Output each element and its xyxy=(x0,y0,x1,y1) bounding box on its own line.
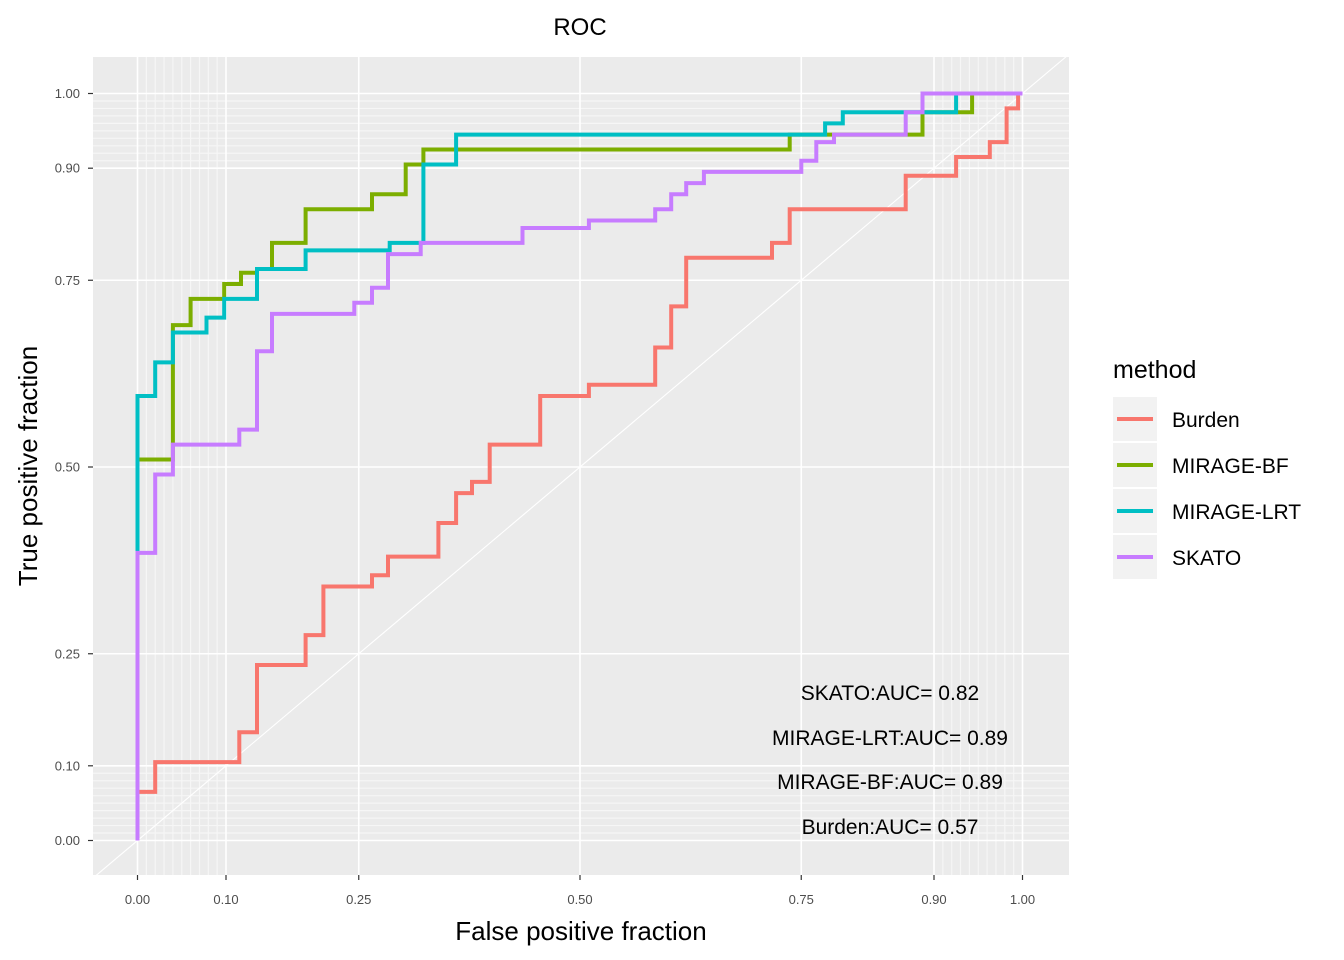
legend-title: method xyxy=(1113,356,1196,384)
y-tick-label: 0.00 xyxy=(55,833,80,848)
x-axis-title: False positive fraction xyxy=(455,916,706,946)
chart-title: ROC xyxy=(553,14,606,41)
legend-label: SKATO xyxy=(1172,547,1241,570)
y-tick-label: 0.90 xyxy=(55,161,80,176)
y-tick-label: 0.75 xyxy=(55,273,80,288)
y-tick-label: 0.25 xyxy=(55,646,80,661)
auc-annotations: SKATO:AUC= 0.82 MIRAGE-LRT:AUC= 0.89 MIRAG… xyxy=(772,682,1008,839)
legend-label: MIRAGE-BF xyxy=(1172,455,1289,478)
x-tick-label: 0.25 xyxy=(346,892,371,907)
major-gridlines xyxy=(93,57,1069,875)
y-tick-label: 0.10 xyxy=(55,758,80,773)
y-tick-label: 0.50 xyxy=(55,460,80,475)
legend: method Burden MIRAGE-BF MIRAGE-LRT SKATO xyxy=(1113,356,1301,579)
series-line-mirage-lrt xyxy=(135,91,1023,841)
minor-gridlines xyxy=(93,57,1069,875)
x-tick-label: 0.50 xyxy=(567,892,592,907)
x-axis: 0.00 0.10 0.25 0.50 0.75 0.90 1.00 xyxy=(125,875,1035,907)
x-tick-label: 0.00 xyxy=(125,892,150,907)
y-axis: 0.00 0.10 0.25 0.50 0.75 0.90 1.00 xyxy=(55,86,93,848)
x-tick-label: 0.10 xyxy=(213,892,238,907)
auc-annotation: Burden:AUC= 0.57 xyxy=(802,816,979,839)
y-axis-title: True positive fraction xyxy=(13,346,43,586)
series-layer xyxy=(135,91,1023,841)
series-line-skato xyxy=(135,91,1023,841)
auc-annotation: SKATO:AUC= 0.82 xyxy=(801,682,979,705)
auc-annotation: MIRAGE-LRT:AUC= 0.89 xyxy=(772,727,1008,750)
x-tick-label: 1.00 xyxy=(1010,892,1035,907)
auc-annotation: MIRAGE-BF:AUC= 0.89 xyxy=(777,771,1003,794)
x-tick-label: 0.90 xyxy=(921,892,946,907)
x-tick-label: 0.75 xyxy=(789,892,814,907)
legend-label: MIRAGE-LRT xyxy=(1172,501,1301,524)
series-line-burden xyxy=(135,91,1023,841)
y-tick-label: 1.00 xyxy=(55,86,80,101)
legend-label: Burden xyxy=(1172,409,1240,432)
